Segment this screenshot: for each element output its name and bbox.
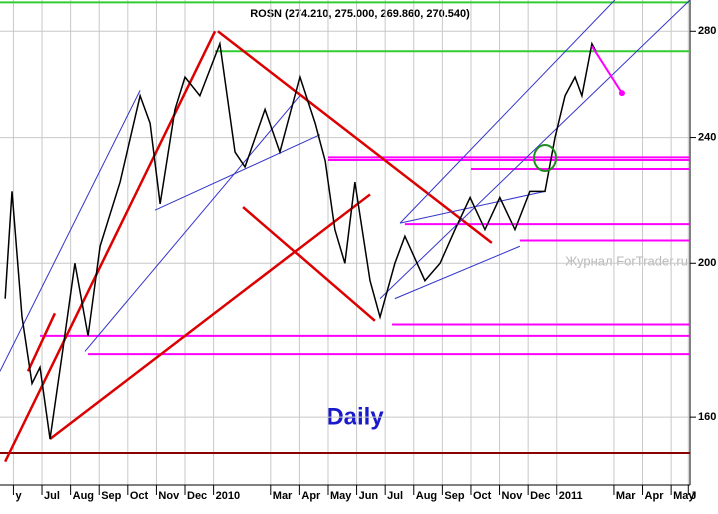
x-tick-label: Sep <box>101 490 121 502</box>
x-tick-label: May <box>330 490 352 502</box>
trend-line <box>242 206 376 322</box>
x-tick-label: Dec <box>187 490 207 502</box>
x-tick-label: Jul <box>44 490 60 502</box>
x-tick-label: Aug <box>416 490 437 502</box>
forecast-line <box>591 45 623 94</box>
trend-line <box>84 95 301 352</box>
x-tick-label: Jun <box>359 490 379 502</box>
price-line <box>4 40 597 440</box>
x-tick-label: Apr <box>645 490 665 502</box>
trend-line <box>26 312 57 372</box>
chart-title: ROSN (274.210, 275.000, 269.860, 270.540… <box>250 8 470 20</box>
x-tick-label: y <box>15 490 22 502</box>
x-tick-label: Aug <box>73 490 94 502</box>
highlight-circle <box>533 143 558 172</box>
x-tick-label: Sep <box>444 490 464 502</box>
trend-line <box>4 30 217 463</box>
x-tick-label: Jul <box>387 490 403 502</box>
trend-line <box>49 193 371 441</box>
x-tick-label: Apr <box>301 490 321 502</box>
x-tick-label: 2011 <box>559 490 583 502</box>
watermark: Журнал ForTrader.ru <box>565 253 688 268</box>
trend-line <box>399 0 616 224</box>
x-tick-label: 2010 <box>216 490 240 502</box>
y-tick-label: 280 <box>698 25 716 37</box>
trend-line <box>154 134 321 211</box>
trend-line <box>217 30 493 244</box>
x-tick-label: J <box>690 490 696 502</box>
y-tick-label: 160 <box>698 411 716 423</box>
x-tick-label: Nov <box>502 490 524 502</box>
y-tick-label: 200 <box>698 257 716 269</box>
forecast-point <box>618 90 625 97</box>
x-tick-label: May <box>673 490 695 502</box>
x-tick-label: Mar <box>616 490 636 502</box>
trend-line <box>379 0 691 300</box>
x-tick-label: Oct <box>130 490 149 502</box>
x-tick-label: Nov <box>158 490 180 502</box>
x-tick-label: Mar <box>273 490 293 502</box>
y-tick-label: 240 <box>698 131 716 143</box>
trend-line <box>394 245 521 300</box>
x-tick-label: Dec <box>530 490 550 502</box>
x-tick-label: Oct <box>473 490 492 502</box>
trend-line <box>399 190 546 224</box>
